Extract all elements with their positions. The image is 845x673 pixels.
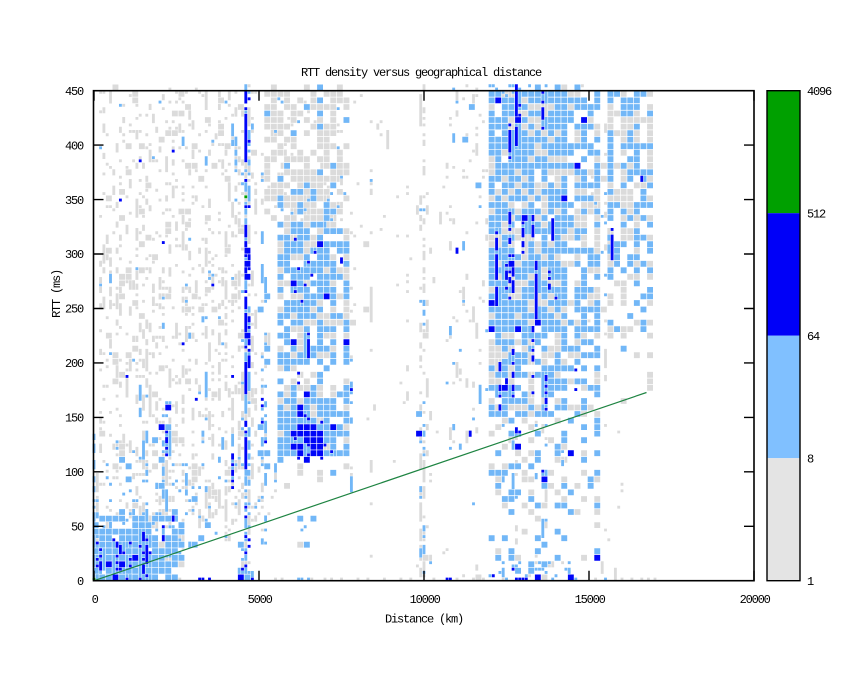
svg-text:Distance (km): Distance (km) (385, 613, 463, 627)
svg-text:RTT (ms): RTT (ms) (50, 270, 64, 318)
svg-text:300: 300 (65, 248, 84, 262)
svg-text:100: 100 (65, 466, 84, 480)
svg-text:450: 450 (65, 85, 84, 99)
svg-text:50: 50 (71, 521, 84, 535)
svg-text:64: 64 (807, 330, 820, 344)
svg-text:5000: 5000 (248, 593, 273, 607)
svg-text:250: 250 (65, 303, 84, 317)
svg-text:10000: 10000 (410, 593, 441, 607)
svg-text:15000: 15000 (575, 593, 606, 607)
svg-text:RTT density versus geographica: RTT density versus geographical distance (301, 66, 542, 80)
svg-text:400: 400 (65, 139, 84, 153)
svg-text:20000: 20000 (740, 593, 771, 607)
svg-text:0: 0 (77, 575, 84, 589)
svg-text:4096: 4096 (807, 85, 832, 99)
svg-text:1: 1 (807, 575, 814, 589)
svg-text:150: 150 (65, 412, 84, 426)
svg-text:350: 350 (65, 194, 84, 208)
svg-text:200: 200 (65, 357, 84, 371)
svg-text:512: 512 (807, 207, 826, 221)
svg-text:0: 0 (92, 593, 99, 607)
svg-text:8: 8 (807, 452, 814, 466)
